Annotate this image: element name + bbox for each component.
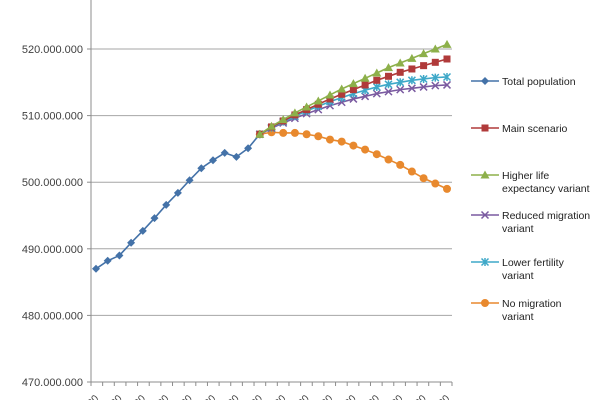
x-tick-label: 20 — [296, 393, 312, 405]
svg-text:20: 20 — [319, 393, 335, 400]
x-tick-label: 20 — [132, 393, 148, 405]
legend-label: Lower fertility — [502, 257, 565, 269]
legend-label: Higher life — [502, 170, 549, 182]
svg-text:20: 20 — [296, 393, 312, 400]
y-tick-label: 520.000.000 — [22, 44, 83, 56]
y-tick-label: 480.000.000 — [22, 310, 83, 322]
legend-item-main-scenario: Main scenario — [471, 123, 568, 135]
x-tick-label: 20 — [156, 393, 172, 405]
legend-label: expectancy variant — [502, 183, 590, 195]
x-tick-label: 20 — [249, 393, 265, 405]
legend: Total population Main scenario Higher life… — [471, 76, 590, 323]
x-tick-label: 20 — [413, 393, 429, 405]
x-tick-label: 20 — [85, 393, 101, 405]
series-higher-life-expectancy-variant — [255, 39, 452, 138]
svg-text:20: 20 — [390, 393, 406, 400]
x-tick-label: 20 — [226, 393, 242, 405]
svg-text:20: 20 — [202, 393, 218, 400]
y-tick-label: 500.000.000 — [22, 177, 83, 189]
legend-label: variant — [502, 270, 534, 282]
series-no-migration-variant — [255, 128, 451, 193]
x-tick-label: 20 — [366, 393, 382, 405]
legend-label: variant — [502, 223, 534, 235]
svg-text:20: 20 — [179, 393, 195, 400]
x-tick-label: 20 — [343, 393, 359, 405]
legend-label: Reduced migration — [502, 210, 590, 222]
legend-label: No migration — [502, 298, 562, 310]
x-tick-label: 20 — [202, 393, 218, 405]
x-tick-label: 20 — [390, 393, 406, 405]
legend-label: Total population — [502, 76, 576, 88]
x-axis: 20 20 20 20 20 20 20 20 20 20 20 20 20 20 20 20 — [85, 381, 453, 405]
legend-label: Main scenario — [502, 123, 568, 135]
svg-text:20: 20 — [366, 393, 382, 400]
svg-text:20: 20 — [156, 393, 172, 400]
y-tick-label: 510.000.000 — [22, 111, 83, 123]
svg-text:20: 20 — [343, 393, 359, 400]
legend-label: variant — [502, 311, 534, 323]
svg-text:20: 20 — [413, 393, 429, 400]
svg-text:20: 20 — [109, 393, 125, 400]
legend-item-total-population: Total population — [471, 76, 576, 88]
gridlines — [91, 48, 452, 316]
series-total-population — [92, 130, 264, 273]
plot-series — [92, 39, 452, 273]
svg-text:20: 20 — [226, 393, 242, 400]
svg-text:20: 20 — [85, 393, 101, 400]
x-tick-label: 20 — [179, 393, 195, 405]
y-axis: 470.000.000 480.000.000 490.000.000 500.000… — [22, 0, 92, 389]
svg-text:20: 20 — [132, 393, 148, 400]
x-tick-label: 20 — [436, 393, 452, 405]
x-tick-label: 20 — [109, 393, 125, 405]
y-tick-label: 470.000.000 — [22, 377, 83, 389]
svg-text:20: 20 — [436, 393, 452, 400]
y-tick-label: 490.000.000 — [22, 244, 83, 256]
x-tick-label: 20 — [319, 393, 335, 405]
x-tick-label: 20 — [273, 393, 289, 405]
svg-text:20: 20 — [273, 393, 289, 400]
svg-text:20: 20 — [249, 393, 265, 400]
